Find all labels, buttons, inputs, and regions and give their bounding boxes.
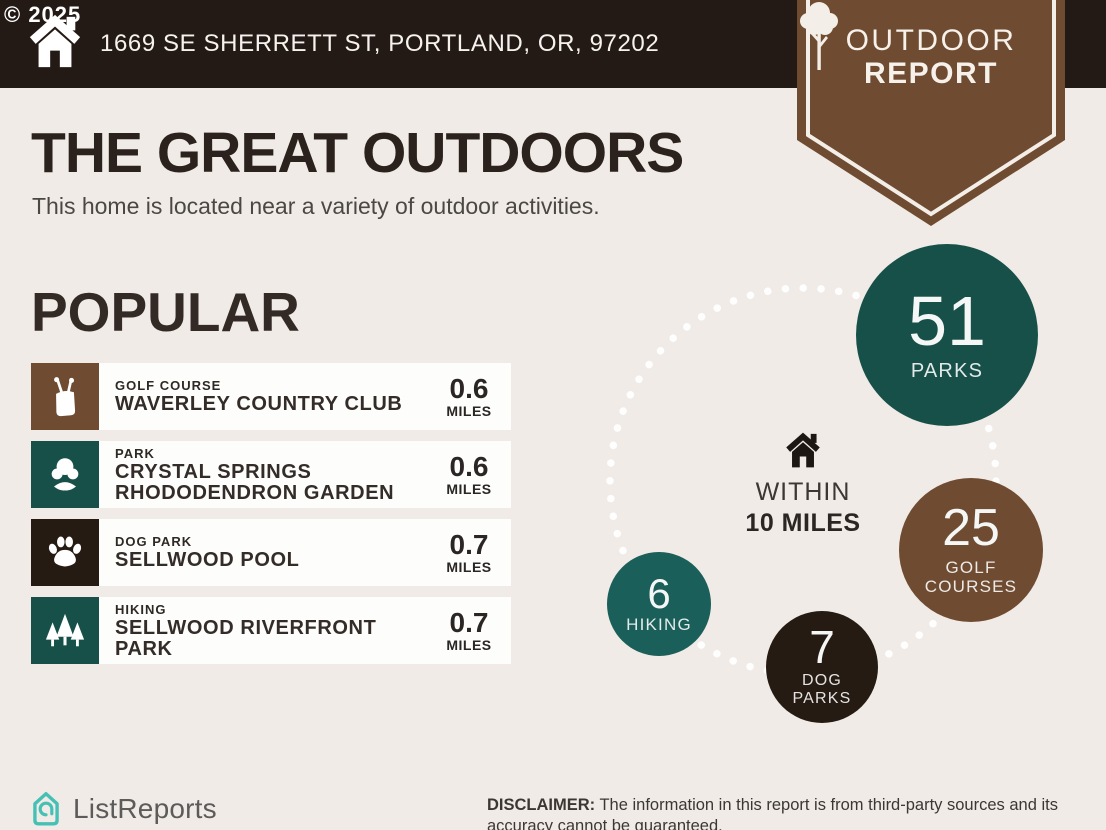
stat-value: 7 bbox=[809, 621, 835, 674]
stat-circle-dog-parks: 7 DOG PARKS bbox=[766, 611, 878, 723]
tree-icon bbox=[800, 2, 838, 70]
distance-value: 0.6 bbox=[449, 372, 489, 404]
popular-section-title: POPULAR bbox=[31, 281, 300, 343]
distance-unit: MILES bbox=[446, 558, 492, 575]
within-label: WITHIN bbox=[755, 478, 851, 506]
place-name: CRYSTAL SPRINGS RHODODENDRON GARDEN bbox=[115, 460, 395, 504]
category-label: PARK bbox=[115, 445, 155, 461]
stat-circle-hiking: 6 HIKING bbox=[607, 552, 711, 656]
distance-value: 0.7 bbox=[449, 606, 489, 638]
stat-value: 6 bbox=[647, 569, 671, 617]
distance-value: 0.7 bbox=[449, 528, 489, 560]
place-name: SELLWOOD POOL bbox=[115, 549, 300, 571]
distance: 0.6 MILES bbox=[433, 363, 511, 430]
miles-label: 10 MILES bbox=[745, 509, 861, 537]
listreports-house-icon bbox=[33, 792, 59, 826]
center-home-marker: WITHIN 10 MILES bbox=[733, 430, 873, 538]
house-icon bbox=[29, 14, 81, 68]
golf-bag-icon bbox=[31, 363, 99, 430]
paw-icon bbox=[31, 519, 99, 586]
property-address: 1669 SE SHERRETT ST, PORTLAND, OR, 97202 bbox=[100, 30, 660, 57]
badge-shape bbox=[797, 0, 1065, 226]
distance-unit: MILES bbox=[446, 636, 492, 653]
disclaimer-label: DISCLAIMER: bbox=[487, 796, 596, 814]
place-name: SELLWOOD RIVERFRONT PARK bbox=[115, 616, 377, 660]
pine-trees-icon bbox=[31, 597, 99, 664]
stat-circle-parks: 51 PARKS bbox=[856, 244, 1038, 426]
outdoor-report-badge: OUTDOOR REPORT bbox=[797, 0, 1065, 228]
badge-title-line1: OUTDOOR bbox=[845, 24, 1017, 57]
distance: 0.7 MILES bbox=[433, 597, 511, 664]
distance-value: 0.6 bbox=[449, 450, 489, 482]
stat-label: GOLF COURSES bbox=[924, 557, 1018, 596]
park-tree-icon bbox=[31, 441, 99, 508]
popular-list: GOLF COURSE WAVERLEY COUNTRY CLUB 0.6 MI… bbox=[31, 363, 511, 664]
badge-title-line2: REPORT bbox=[863, 57, 998, 90]
stat-value: 25 bbox=[942, 499, 1000, 558]
list-item-dog-park: DOG PARK SELLWOOD POOL 0.7 MILES bbox=[31, 519, 511, 586]
list-item-hiking: HIKING SELLWOOD RIVERFRONT PARK 0.7 MILE… bbox=[31, 597, 511, 664]
stat-label: PARKS bbox=[910, 360, 984, 383]
distance: 0.7 MILES bbox=[433, 519, 511, 586]
category-label: GOLF COURSE bbox=[115, 378, 222, 393]
copyright-watermark: © 2025 bbox=[4, 2, 82, 27]
distance-unit: MILES bbox=[446, 480, 492, 497]
list-item-park: PARK CRYSTAL SPRINGS RHODODENDRON GARDEN… bbox=[31, 441, 511, 508]
disclaimer-text: DISCLAIMER: The information in this repo… bbox=[487, 796, 1058, 830]
listreports-logo: ListReports bbox=[28, 790, 217, 828]
house-icon bbox=[786, 432, 820, 468]
listreports-wordmark: ListReports bbox=[73, 793, 217, 824]
page-subtitle: This home is located near a variety of o… bbox=[32, 193, 600, 219]
stat-label: HIKING bbox=[626, 615, 692, 635]
stat-circle-golf-courses: 25 GOLF COURSES bbox=[899, 478, 1043, 622]
stat-label: DOG PARKS bbox=[792, 671, 852, 707]
list-item-golf-course: GOLF COURSE WAVERLEY COUNTRY CLUB 0.6 MI… bbox=[31, 363, 511, 430]
distance: 0.6 MILES bbox=[433, 441, 511, 508]
stat-value: 51 bbox=[908, 281, 986, 360]
page-title: THE GREAT OUTDOORS bbox=[31, 121, 684, 185]
category-label: DOG PARK bbox=[115, 534, 193, 549]
category-label: HIKING bbox=[115, 601, 167, 617]
place-name: WAVERLEY COUNTRY CLUB bbox=[115, 393, 403, 415]
distance-unit: MILES bbox=[446, 402, 492, 419]
